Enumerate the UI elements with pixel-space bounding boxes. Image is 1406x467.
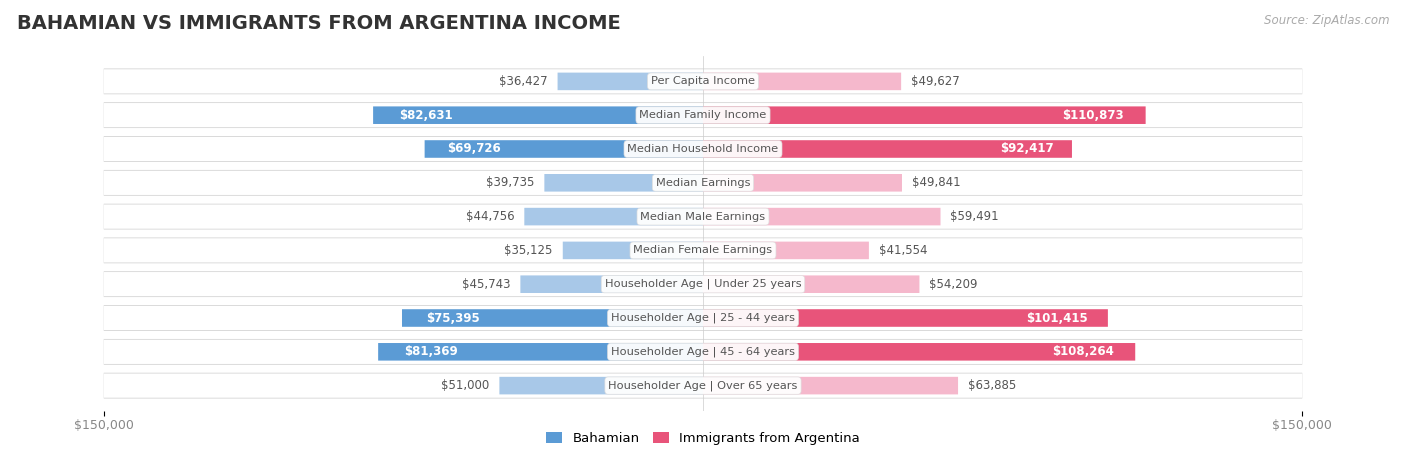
Text: $82,631: $82,631 [399,109,453,122]
Text: $75,395: $75,395 [426,311,479,325]
Text: $51,000: $51,000 [441,379,489,392]
FancyBboxPatch shape [104,374,1302,398]
Text: $39,735: $39,735 [486,177,534,189]
Text: Median Household Income: Median Household Income [627,144,779,154]
FancyBboxPatch shape [104,170,1302,196]
FancyBboxPatch shape [104,272,1302,297]
FancyBboxPatch shape [104,103,1302,127]
Text: $101,415: $101,415 [1026,311,1088,325]
Text: $110,873: $110,873 [1062,109,1123,122]
FancyBboxPatch shape [520,276,703,293]
FancyBboxPatch shape [104,238,1302,262]
Text: Source: ZipAtlas.com: Source: ZipAtlas.com [1264,14,1389,27]
FancyBboxPatch shape [104,69,1302,94]
Text: $44,756: $44,756 [465,210,515,223]
FancyBboxPatch shape [499,377,703,395]
Text: Householder Age | Over 65 years: Householder Age | Over 65 years [609,380,797,391]
Text: $108,264: $108,264 [1052,345,1114,358]
Text: BAHAMIAN VS IMMIGRANTS FROM ARGENTINA INCOME: BAHAMIAN VS IMMIGRANTS FROM ARGENTINA IN… [17,14,620,33]
FancyBboxPatch shape [703,343,1135,361]
FancyBboxPatch shape [104,306,1302,330]
FancyBboxPatch shape [703,174,903,191]
FancyBboxPatch shape [104,373,1302,398]
FancyBboxPatch shape [104,339,1302,365]
FancyBboxPatch shape [703,276,920,293]
FancyBboxPatch shape [104,136,1302,162]
FancyBboxPatch shape [562,241,703,259]
FancyBboxPatch shape [373,106,703,124]
Text: Householder Age | 45 - 64 years: Householder Age | 45 - 64 years [612,347,794,357]
FancyBboxPatch shape [104,271,1302,297]
Text: Median Earnings: Median Earnings [655,178,751,188]
Text: $49,841: $49,841 [912,177,960,189]
Text: $59,491: $59,491 [950,210,1000,223]
FancyBboxPatch shape [104,170,1302,195]
FancyBboxPatch shape [544,174,703,191]
FancyBboxPatch shape [558,72,703,90]
FancyBboxPatch shape [703,241,869,259]
Text: Householder Age | Under 25 years: Householder Age | Under 25 years [605,279,801,290]
Text: Median Male Earnings: Median Male Earnings [641,212,765,222]
Text: $49,627: $49,627 [911,75,960,88]
FancyBboxPatch shape [402,309,703,327]
FancyBboxPatch shape [703,140,1071,158]
Text: $81,369: $81,369 [404,345,458,358]
Text: $63,885: $63,885 [969,379,1017,392]
Text: $69,726: $69,726 [447,142,501,156]
Text: $92,417: $92,417 [1000,142,1053,156]
FancyBboxPatch shape [104,137,1302,161]
FancyBboxPatch shape [703,208,941,226]
FancyBboxPatch shape [104,205,1302,229]
Text: Median Family Income: Median Family Income [640,110,766,120]
Text: $41,554: $41,554 [879,244,928,257]
FancyBboxPatch shape [104,305,1302,331]
FancyBboxPatch shape [425,140,703,158]
FancyBboxPatch shape [703,309,1108,327]
Text: Householder Age | 25 - 44 years: Householder Age | 25 - 44 years [612,313,794,323]
FancyBboxPatch shape [104,340,1302,364]
Text: $35,125: $35,125 [505,244,553,257]
FancyBboxPatch shape [104,69,1302,93]
Text: $36,427: $36,427 [499,75,547,88]
Legend: Bahamian, Immigrants from Argentina: Bahamian, Immigrants from Argentina [541,427,865,451]
FancyBboxPatch shape [104,204,1302,229]
FancyBboxPatch shape [524,208,703,226]
Text: $45,743: $45,743 [463,278,510,290]
Text: $54,209: $54,209 [929,278,979,290]
FancyBboxPatch shape [104,102,1302,128]
FancyBboxPatch shape [703,106,1146,124]
Text: Per Capita Income: Per Capita Income [651,77,755,86]
FancyBboxPatch shape [378,343,703,361]
Text: Median Female Earnings: Median Female Earnings [634,245,772,255]
FancyBboxPatch shape [104,238,1302,263]
FancyBboxPatch shape [703,72,901,90]
FancyBboxPatch shape [703,377,957,395]
